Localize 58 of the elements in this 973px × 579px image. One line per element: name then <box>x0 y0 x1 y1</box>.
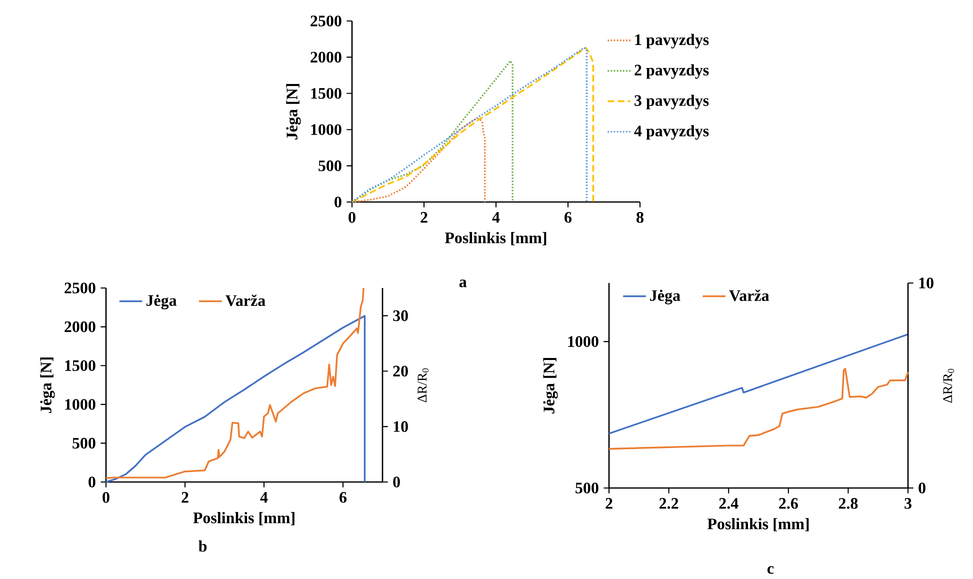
line-series <box>105 287 364 479</box>
y-tick-label: 2000 <box>310 52 342 63</box>
y-tick-label: 1500 <box>311 88 342 99</box>
x-tick-label: 6 <box>564 212 572 223</box>
x-axis-title: Poslinkis [mm] <box>707 518 809 532</box>
x-tick-label: 2 <box>420 212 428 223</box>
line-series <box>608 368 909 450</box>
line-series <box>608 333 909 434</box>
text: b <box>198 540 207 552</box>
legend-label: Varža <box>729 290 770 302</box>
legend-label: 2 pavyzdys <box>634 64 709 79</box>
x-tick-label: 2.8 <box>838 498 858 509</box>
y2-tick-label: 20 <box>393 366 408 377</box>
y2-tick-label: 0 <box>918 482 926 494</box>
x-tick-label: 4 <box>492 212 500 223</box>
y-tick-label: 1000 <box>568 336 598 347</box>
text: c <box>767 566 774 574</box>
y-tick-label: 2000 <box>64 321 96 332</box>
x-tick-label: 0 <box>102 492 110 503</box>
text: a <box>459 280 467 288</box>
y2-tick-label: 10 <box>394 421 408 432</box>
x-tick-label: 2.2 <box>659 498 678 509</box>
y-tick-label: 2500 <box>310 16 342 26</box>
legend-label: Varža <box>226 294 266 306</box>
y-axis-title: Jėga [N] <box>286 84 301 140</box>
x-tick-label: 4 <box>260 492 268 503</box>
y-tick-label: 1000 <box>65 399 96 410</box>
legend-label: 1 pavyzdys <box>635 34 709 48</box>
y2-tick-label: 30 <box>393 310 408 322</box>
y-tick-label: 2500 <box>64 282 96 294</box>
y-tick-label: 1000 <box>311 124 342 135</box>
x-tick-label: 2 <box>606 498 612 509</box>
y-tick-label: 500 <box>72 438 96 449</box>
x-tick-label: 6 <box>340 492 347 503</box>
y-tick-label: 0 <box>334 196 342 208</box>
y2-tick-label: 0 <box>393 476 400 488</box>
y-tick-label: 500 <box>318 160 342 172</box>
x-tick-label: 2.4 <box>719 498 738 509</box>
y2-tick-label: 10 <box>919 278 934 288</box>
legend-label: 4 pavyzdys <box>634 125 709 140</box>
legend-label: Jėga <box>650 290 680 304</box>
y2-axis-title: ΔR/R$_{0}$ <box>943 368 954 403</box>
x-tick-label: 2.6 <box>779 498 798 509</box>
y-axis-title: Jėga [N] <box>543 358 558 414</box>
legend-label: Jėga <box>146 294 177 310</box>
x-axis-title: Poslinkis [mm] <box>444 232 546 246</box>
line-series <box>351 118 486 203</box>
x-axis-title: Poslinkis [mm] <box>193 512 294 526</box>
y-tick-label: 500 <box>576 482 598 494</box>
y-tick-label: 0 <box>88 476 96 488</box>
y2-axis-title: ΔR/R$_{0}$ <box>418 368 429 402</box>
legend-label: 3 pavyzdys <box>634 94 709 110</box>
x-tick-label: 3 <box>904 498 912 509</box>
y-tick-label: 1500 <box>65 360 96 371</box>
y-axis-title: Jėga [N] <box>40 358 55 413</box>
x-tick-label: 0 <box>348 212 356 223</box>
x-tick-label: 8 <box>636 212 644 223</box>
x-tick-label: 2 <box>182 492 188 503</box>
